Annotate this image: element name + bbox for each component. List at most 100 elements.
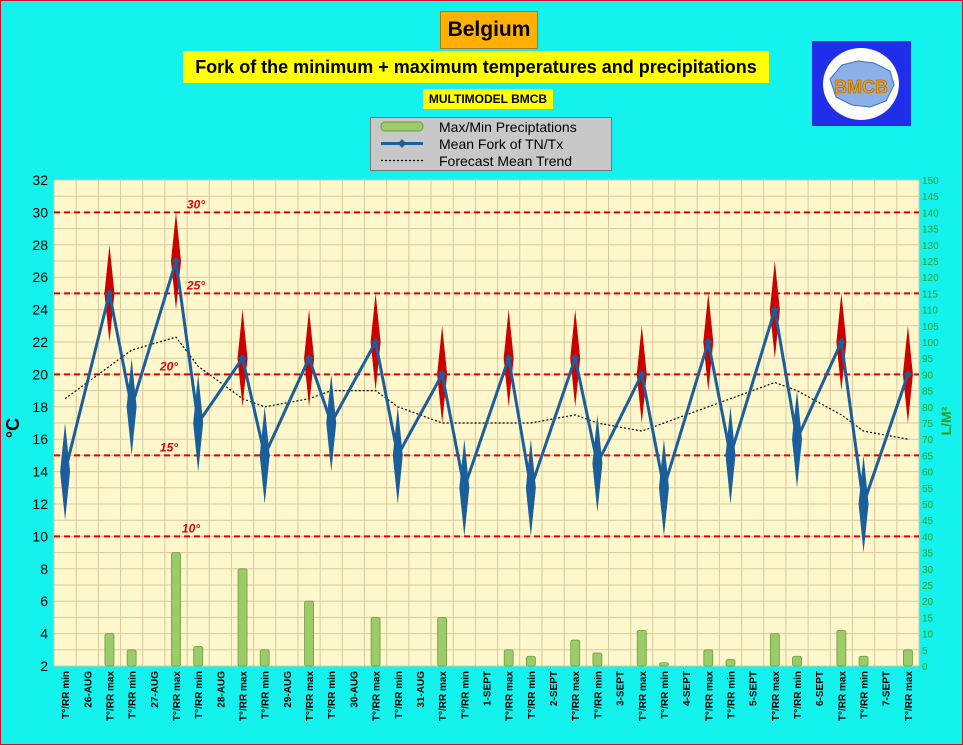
y-tick-label: 30 [32, 204, 48, 220]
legend-item-trend: Forecast Mean Trend [371, 152, 572, 169]
y2-axis-label: L/M² [938, 406, 954, 435]
fork-point [61, 467, 70, 476]
x-tick-label: T°/RR max [638, 671, 649, 722]
y2-tick-label: 70 [922, 435, 934, 446]
chart-title: Fork of the minimum + maximum temperatur… [183, 51, 769, 83]
y2-tick-label: 150 [922, 176, 939, 187]
reference-line-label: 10° [182, 521, 200, 535]
fork-point [238, 354, 247, 363]
fork-point [793, 435, 802, 444]
precip-bar [792, 655, 802, 667]
y-tick-label: 16 [32, 431, 48, 447]
x-tick-label: T°/RR max [771, 671, 782, 722]
y2-tick-label: 125 [922, 257, 939, 268]
fork-point [327, 419, 336, 427]
x-tick-label: T°/RR min [660, 671, 671, 719]
fork-point [371, 338, 380, 346]
precip-bar [237, 568, 248, 667]
precip-bar [592, 652, 603, 667]
legend-swatch-trend [371, 152, 433, 169]
reference-line-label: 15° [160, 440, 178, 454]
x-tick-label: T°/RR min [61, 671, 72, 719]
legend: Max/Min Preciptations Mean Fork of TN/Tx… [370, 117, 612, 171]
x-tick-label: T°/RR max [704, 671, 715, 722]
x-tick-label: T°/RR min [261, 671, 272, 719]
y2-tick-label: 15 [922, 613, 934, 624]
fork-point [194, 419, 203, 427]
fork-point [704, 338, 713, 346]
chart-subtitle: MULTIMODEL BMCB [423, 89, 553, 109]
y2-tick-label: 45 [922, 516, 934, 527]
y2-tick-label: 110 [922, 306, 938, 317]
precip-bar [836, 629, 847, 667]
x-tick-label: T°/RR min [394, 671, 405, 719]
y2-tick-label: 30 [922, 565, 934, 576]
fork-point [837, 338, 846, 346]
y2-tick-label: 90 [922, 370, 934, 381]
y2-tick-label: 25 [922, 581, 934, 592]
y2-tick-label: 145 [922, 192, 939, 203]
fork-point [305, 354, 314, 363]
x-tick-label: 31-AUG [416, 671, 427, 708]
x-tick-label: 7-SEPT [882, 671, 893, 706]
reference-line-label: 20° [159, 359, 178, 373]
y2-tick-label: 50 [922, 500, 934, 511]
x-tick-label: T°/RR min [527, 671, 538, 719]
precip-bar [903, 649, 913, 667]
y-tick-label: 2 [40, 658, 48, 674]
precip-bar [259, 649, 270, 667]
y2-tick-label: 95 [922, 354, 934, 365]
x-tick-label: 28-AUG [216, 671, 227, 708]
y-tick-label: 22 [32, 334, 48, 350]
precip-bar [193, 646, 204, 667]
x-tick-label: 1-SEPT [483, 671, 494, 706]
legend-item-fork: Mean Fork of TN/Tx [371, 135, 563, 152]
fork-point [127, 402, 136, 411]
y2-tick-label: 130 [922, 241, 939, 252]
y-tick-label: 20 [32, 366, 48, 382]
x-tick-label: T°/RR min [128, 671, 139, 719]
y2-tick-label: 105 [922, 322, 939, 333]
fork-point [526, 483, 535, 492]
y-tick-label: 6 [40, 593, 48, 609]
precip-bar [703, 649, 714, 667]
x-tick-label: T°/RR min [194, 671, 205, 719]
precip-bar [725, 659, 736, 667]
x-tick-label: 29-AUG [283, 671, 294, 708]
y2-tick-label: 10 [922, 630, 934, 641]
y2-tick-label: 60 [922, 468, 934, 479]
x-tick-label: 4-SEPT [682, 671, 693, 706]
y2-tick-label: 55 [922, 484, 934, 495]
fork-point [393, 451, 402, 460]
x-tick-label: 30-AUG [349, 671, 360, 708]
y2-tick-label: 75 [922, 419, 934, 430]
legend-item-precip: Max/Min Preciptations [371, 118, 577, 135]
x-tick-label: T°/RR max [239, 671, 250, 722]
logo-text: BMCB [834, 77, 888, 97]
x-tick-label: 2-SEPT [549, 671, 560, 706]
x-tick-label: 26-AUG [83, 671, 94, 708]
y-tick-label: 26 [32, 269, 48, 285]
y2-tick-label: 65 [922, 451, 934, 462]
legend-label-precip: Max/Min Preciptations [439, 118, 577, 135]
bmcb-logo: BMCB [812, 41, 911, 126]
fork-point [105, 289, 114, 298]
x-tick-label: T°/RR min [860, 671, 871, 719]
y2-tick-label: 5 [922, 646, 928, 657]
fork-point [659, 483, 668, 492]
x-tick-label: T°/RR max [571, 671, 582, 722]
fork-point [171, 257, 180, 265]
fork-point [903, 370, 912, 379]
fork-point [260, 451, 269, 460]
x-tick-label: T°/RR max [837, 671, 848, 722]
y-axis-label: °C [3, 418, 23, 438]
y-tick-label: 14 [32, 464, 48, 480]
y2-tick-label: 85 [922, 387, 934, 398]
x-tick-label: 6-SEPT [815, 671, 826, 706]
precip-bar [104, 633, 115, 667]
y-tick-label: 4 [40, 626, 48, 642]
fork-point [726, 451, 735, 460]
y-tick-label: 24 [32, 302, 48, 318]
fork-line [63, 260, 910, 505]
